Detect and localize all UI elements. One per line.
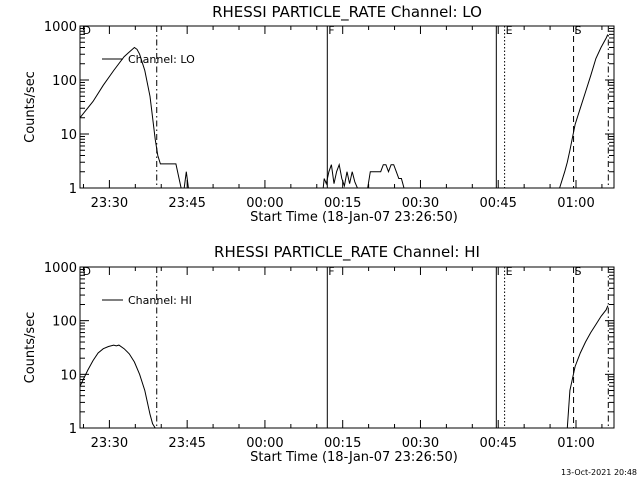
event-marker-label: S — [575, 265, 582, 278]
x-tick-label: 00:15 — [324, 196, 361, 211]
y-tick-label: 1000 — [44, 20, 77, 35]
x-tick-label: 00:45 — [479, 436, 516, 451]
y-tick-label: 1 — [69, 422, 77, 437]
event-marker-label: E — [506, 265, 513, 278]
x-tick-label: 01:00 — [557, 196, 594, 211]
x-tick-label: 23:45 — [168, 196, 205, 211]
footer-timestamp: 13-Oct-2021 20:48 — [561, 468, 637, 477]
y-tick-label: 10 — [60, 128, 77, 143]
event-marker-label: D — [83, 24, 91, 37]
plot-frame — [79, 266, 615, 429]
plot-frame — [79, 25, 615, 189]
y-tick-label: 100 — [52, 74, 77, 89]
x-axis-label: Start Time (18-Jan-07 23:26:50) — [250, 210, 458, 225]
x-tick-label: 23:45 — [168, 436, 205, 451]
y-axis-label: Counts/sec — [23, 71, 38, 143]
x-tick-label: 23:30 — [91, 196, 128, 211]
chart-panel-hi: RHESSI PARTICLE_RATE Channel: HI 1 10 100 10… — [23, 243, 615, 465]
series-line — [566, 305, 609, 429]
x-tick-label: 00:00 — [246, 436, 283, 451]
event-marker-label: F — [328, 24, 334, 37]
series-line — [79, 344, 156, 429]
y-tick-label: 1000 — [44, 261, 77, 276]
y-tick-label: 100 — [52, 315, 77, 330]
y-tick-label: 10 — [60, 368, 77, 383]
x-tick-label: 00:15 — [324, 436, 361, 451]
y-tick-label: 1 — [69, 182, 77, 197]
chart-panel-lo: RHESSI PARTICLE_RATE Channel: LO 1 10 100 10… — [23, 3, 615, 225]
event-marker-label: D — [83, 265, 91, 278]
legend-label: Channel: LO — [128, 53, 195, 66]
x-axis-label: Start Time (18-Jan-07 23:26:50) — [250, 450, 458, 465]
x-tick-label: 01:00 — [557, 436, 594, 451]
x-tick-label: 00:30 — [402, 196, 439, 211]
x-tick-label: 00:00 — [246, 196, 283, 211]
chart-title: RHESSI PARTICLE_RATE Channel: LO — [212, 3, 482, 22]
x-tick-label: 00:45 — [479, 196, 516, 211]
chart-title: RHESSI PARTICLE_RATE Channel: HI — [214, 243, 480, 262]
series-line — [79, 34, 609, 189]
x-tick-label: 23:30 — [91, 436, 128, 451]
event-marker-label: E — [506, 24, 513, 37]
legend-label: Channel: HI — [128, 294, 192, 307]
x-tick-label: 00:30 — [402, 436, 439, 451]
y-axis-label: Counts/sec — [23, 312, 38, 384]
event-marker-label: S — [575, 24, 582, 37]
event-marker-label: F — [328, 265, 334, 278]
